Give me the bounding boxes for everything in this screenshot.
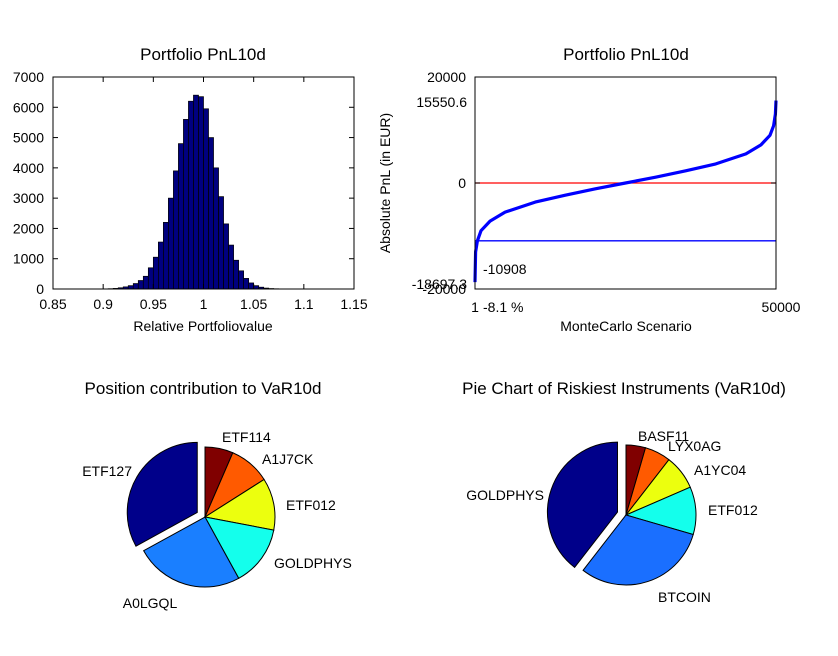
- histogram-y-tick-label: 3000: [13, 190, 44, 206]
- pie-slice-label: A1YC04: [694, 462, 746, 478]
- pie-slice-label: ETF012: [286, 497, 336, 513]
- pnl-var-annotation: -10908: [483, 261, 527, 277]
- histogram-bar: [238, 270, 244, 290]
- pie-slice-label: GOLDPHYS: [466, 487, 544, 503]
- pnl-series-line: [473, 100, 778, 283]
- histogram-bar: [233, 259, 239, 290]
- pnl-line-title: Portfolio PnL10d: [563, 45, 689, 64]
- histogram-bar: [228, 244, 234, 290]
- histogram-bar: [142, 275, 149, 290]
- histogram-bar: [137, 280, 144, 290]
- pie-slice-label: BTCOIN: [658, 589, 711, 605]
- histogram-y-tick-label: 7000: [13, 69, 44, 85]
- histogram-bar: [158, 241, 164, 290]
- pie-slice-label: ETF114: [222, 429, 271, 445]
- histogram-bar: [223, 223, 229, 290]
- pie-slice-label: A0LGQL: [123, 595, 178, 611]
- histogram-panel: Portfolio PnL10d 0.85 0.9 0.95 1 1.05 1.1 1.15…: [13, 45, 368, 334]
- histogram-bar: [188, 100, 194, 290]
- pnl-line-y-ticks: -20000 0 20000: [422, 69, 776, 297]
- pie-slice-label: ETF127: [82, 463, 132, 479]
- histogram-bar: [183, 119, 189, 290]
- pnl-x-tick-label: 50000: [762, 299, 801, 315]
- pnl-line-y-label: Absolute PnL (in EUR): [377, 113, 393, 253]
- histogram-y-tick-label: 4000: [13, 160, 44, 176]
- pnl-y-tick-label: 0: [458, 175, 466, 191]
- histogram-x-label: Relative Portfoliovalue: [133, 318, 273, 334]
- pnl-y-tick-label: 20000: [427, 69, 466, 85]
- pie-slice: [142, 516, 240, 588]
- risk-pie-title: Pie Chart of Riskiest Instruments (VaR10…: [462, 379, 786, 398]
- pie-slice: [582, 514, 694, 586]
- histogram-x-ticks: 0.85 0.9 0.95 1 1.05 1.1 1.15: [39, 77, 368, 312]
- histogram-bars: [102, 94, 285, 290]
- histogram-x-tick-label: 1.1: [294, 296, 314, 312]
- pnl-var-percent-annotation: -8.1 %: [483, 299, 523, 315]
- histogram-x-tick-label: 1.15: [340, 296, 367, 312]
- pnl-line-panel: Portfolio PnL10d -20000 0 20000 1 50000 155…: [377, 45, 801, 334]
- histogram-bar: [213, 167, 219, 290]
- pnl-line-x-label: MonteCarlo Scenario: [560, 318, 692, 334]
- pie-slice: [204, 516, 275, 580]
- pie-slice-label: A1J7CK: [262, 451, 314, 467]
- histogram-bar: [168, 197, 174, 290]
- histogram-y-tick-label: 5000: [13, 130, 44, 146]
- position-pie-title: Position contribution to VaR10d: [85, 379, 322, 398]
- histogram-bar: [208, 137, 214, 290]
- histogram-bar: [218, 196, 224, 290]
- histogram-bar: [152, 256, 159, 290]
- histogram-bar: [198, 96, 204, 290]
- histogram-bar: [163, 222, 169, 290]
- pnl-min-annotation: -18697.3: [412, 276, 467, 292]
- histogram-x-tick-label: 1: [200, 296, 208, 312]
- histogram-y-ticks: 0 1000 2000 3000 4000 5000 6000 7000: [13, 69, 354, 297]
- pie-slice-label: GOLDPHYS: [274, 555, 352, 571]
- position-pie: ETF114 A1J7CK ETF012 GOLDPHYS A0LGQL ETF127: [82, 429, 352, 611]
- pie-slice-label: LYX0AG: [668, 438, 721, 454]
- risk-pie-panel: Pie Chart of Riskiest Instruments (VaR10…: [462, 379, 786, 605]
- pnl-max-annotation: 15550.6: [416, 94, 467, 110]
- pie-slice: [126, 441, 198, 547]
- histogram-x-tick-label: 0.85: [39, 296, 66, 312]
- histogram-bar: [173, 170, 179, 290]
- histogram-y-tick-label: 0: [36, 281, 44, 297]
- pie-slice-label: BASF11: [638, 428, 689, 444]
- histogram-y-tick-label: 2000: [13, 220, 44, 236]
- histogram-bar: [203, 108, 209, 290]
- histogram-x-tick-label: 0.95: [140, 296, 167, 312]
- histogram-x-tick-label: 1.05: [240, 296, 267, 312]
- pnl-line-plot: [473, 100, 778, 283]
- histogram-bar: [178, 143, 184, 290]
- histogram-bar: [193, 94, 199, 290]
- pie-slice-label: ETF012: [708, 502, 758, 518]
- pnl-y-tick-label: -20000: [422, 281, 466, 297]
- histogram-bar: [147, 267, 154, 290]
- position-pie-panel: Position contribution to VaR10d ETF114 A1…: [82, 379, 352, 611]
- pnl-line-x-ticks: 1 50000: [471, 284, 801, 315]
- histogram-bar: [132, 283, 139, 290]
- histogram-y-tick-label: 6000: [13, 99, 44, 115]
- histogram-title: Portfolio PnL10d: [140, 45, 266, 64]
- histogram-x-tick-label: 0.9: [93, 296, 113, 312]
- histogram-bar: [243, 278, 249, 290]
- pnl-x-tick-label: 1: [471, 299, 479, 315]
- histogram-y-tick-label: 1000: [13, 251, 44, 267]
- histogram-bar: [248, 282, 255, 290]
- pie-slice: [546, 441, 618, 569]
